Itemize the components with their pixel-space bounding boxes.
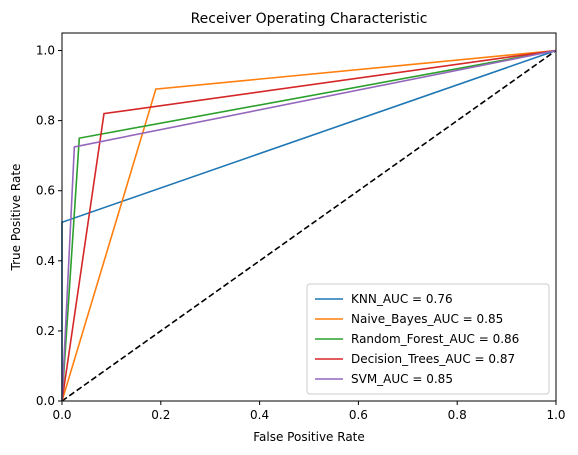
y-axis-label: True Positive Rate (9, 164, 23, 272)
x-tick-label: 0.0 (52, 408, 71, 422)
y-tick-label: 0.8 (36, 114, 55, 128)
series-line-4 (61, 49, 557, 402)
chart-title: Receiver Operating Characteristic (191, 11, 428, 27)
plot-frame (61, 32, 557, 402)
x-tick-label: 0.6 (349, 408, 368, 422)
x-tick-label: 0.4 (250, 408, 269, 422)
x-tick-label: 1.0 (546, 408, 565, 422)
legend-label-4: SVM_AUC = 0.85 (351, 372, 453, 386)
reference-diagonal-line (61, 49, 557, 402)
x-tick-label: 0.8 (448, 408, 467, 422)
series-line-3 (61, 49, 557, 402)
legend-label-0: KNN_AUC = 0.76 (351, 292, 453, 306)
x-axis-label: False Positive Rate (253, 430, 365, 444)
legend: KNN_AUC = 0.76 Naive_Bayes_AUC = 0.85 Rand… (306, 283, 550, 395)
y-tick-label: 0.6 (36, 184, 55, 198)
legend-box (306, 283, 550, 395)
y-tick-label: 1.0 (36, 44, 55, 58)
series-line-1 (61, 49, 557, 402)
y-tick-label: 0.4 (36, 254, 55, 268)
legend-label-3: Decision_Trees_AUC = 0.87 (351, 352, 515, 366)
y-tick-label: 0.2 (36, 324, 55, 338)
y-tick-label: 0.0 (36, 394, 55, 408)
legend-label-2: Random_Forest_AUC = 0.86 (351, 332, 519, 346)
y-axis-ticks: 0.0 0.2 0.4 0.6 0.8 1.0 (36, 44, 62, 408)
legend-label-1: Naive_Bayes_AUC = 0.85 (351, 312, 503, 326)
series-line-2 (61, 49, 557, 402)
x-axis-ticks: 0.0 0.2 0.4 0.6 0.8 1.0 (52, 401, 566, 422)
x-tick-label: 0.2 (151, 408, 170, 422)
